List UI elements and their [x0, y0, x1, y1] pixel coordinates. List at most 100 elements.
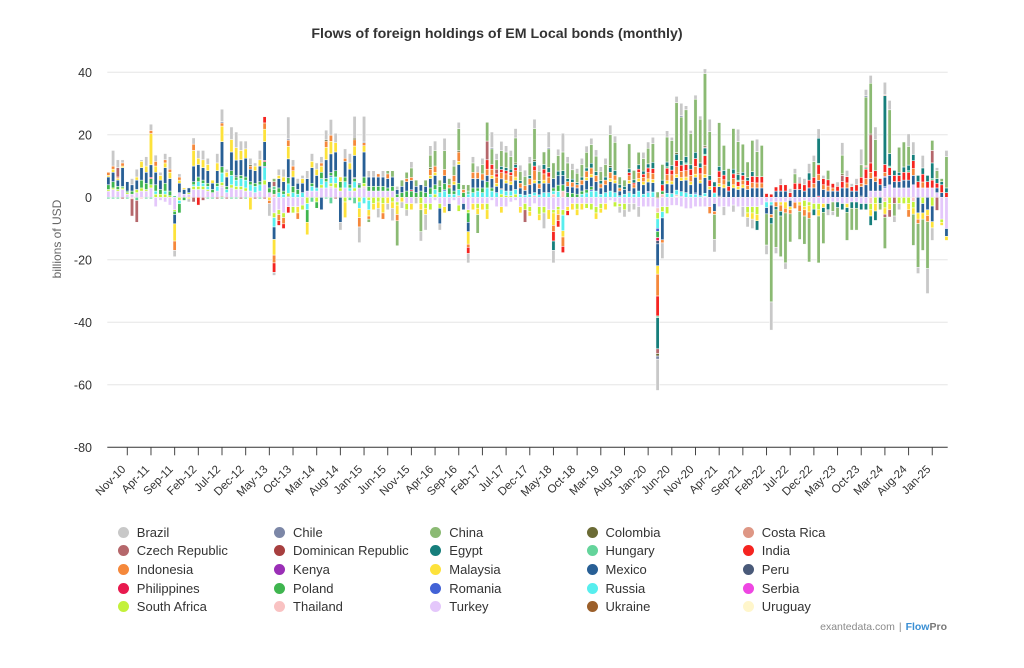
- bar-segment-malaysia: [433, 172, 437, 176]
- bar-segment-india: [485, 159, 490, 170]
- bar-segment-china: [537, 171, 542, 181]
- bar-segment-poland: [257, 181, 262, 186]
- bar-segment-mexico: [163, 167, 168, 184]
- bar-segment-south-africa: [201, 186, 205, 190]
- bar-segment-russia: [556, 191, 561, 198]
- bar-stack: [347, 153, 352, 201]
- legend-item-india[interactable]: India: [742, 542, 790, 560]
- bar-segment-turkey: [480, 197, 485, 204]
- bar-segment-malaysia: [788, 206, 793, 211]
- bar-segment-india: [873, 170, 878, 178]
- bar-segment-brazil: [887, 100, 892, 111]
- bar-segment-china: [707, 131, 712, 176]
- legend-item-brazil[interactable]: Brazil: [117, 523, 169, 541]
- bar-segment-south-africa: [343, 197, 348, 203]
- legend-item-czech-republic[interactable]: Czech Republic: [117, 542, 228, 560]
- legend-item-ukraine[interactable]: Ukraine: [586, 598, 650, 616]
- bar-segment-china: [414, 179, 419, 187]
- bar-segment-turkey: [935, 192, 939, 198]
- bar-stack: [239, 140, 243, 200]
- bar-stack: [153, 154, 158, 207]
- bar-segment-malaysia: [868, 209, 873, 217]
- legend-item-mexico[interactable]: Mexico: [586, 561, 647, 579]
- bar-segment-egypt: [854, 201, 859, 209]
- legend-item-russia[interactable]: Russia: [586, 579, 645, 597]
- legend-item-thailand[interactable]: Thailand: [274, 598, 343, 616]
- bar-segment-malaysia: [191, 150, 196, 167]
- legend-item-kenya[interactable]: Kenya: [274, 561, 330, 579]
- legend-item-serbia[interactable]: Serbia: [742, 579, 799, 597]
- bar-segment-mexico: [920, 203, 925, 214]
- bar-segment-mexico: [551, 178, 556, 189]
- bar-segment-egypt: [911, 154, 916, 161]
- bar-segment-india: [669, 169, 674, 176]
- bar-segment-brazil: [617, 206, 622, 214]
- bar-segment-malaysia: [641, 181, 646, 186]
- x-tick-label: Nov-10: [94, 464, 129, 499]
- bar-segment-china: [518, 171, 523, 181]
- legend-item-turkey[interactable]: Turkey: [430, 598, 489, 616]
- legend-item-peru[interactable]: Peru: [742, 561, 789, 579]
- bar-stack: [764, 193, 769, 255]
- bar-segment-russia: [281, 193, 286, 198]
- bar-segment-brazil: [480, 157, 485, 165]
- bar-segment-mexico: [352, 155, 357, 178]
- bar-segment-indonesia: [281, 217, 286, 225]
- bar-stack: [532, 118, 537, 204]
- bar-segment-russia: [447, 193, 452, 198]
- bar-segment-russia: [712, 192, 717, 198]
- bar-segment-turkey: [617, 197, 622, 204]
- legend-item-costa-rica[interactable]: Costa Rica: [742, 523, 825, 541]
- bar-segment-mexico: [172, 214, 177, 225]
- legend-item-china[interactable]: China: [430, 523, 483, 541]
- bar-segment-malaysia: [722, 184, 726, 189]
- legend-item-chile[interactable]: Chile: [274, 523, 323, 541]
- bar-segment-turkey: [182, 193, 187, 198]
- bar-segment-brazil: [371, 170, 376, 178]
- legend-item-hungary[interactable]: Hungary: [586, 542, 655, 560]
- legend-item-dominican-republic[interactable]: Dominican Republic: [274, 542, 409, 560]
- bar-segment-czech-republic: [655, 348, 660, 354]
- legend-item-malaysia[interactable]: Malaysia: [430, 561, 501, 579]
- bar-segment-malaysia: [248, 197, 253, 211]
- bar-segment-russia: [324, 181, 329, 189]
- bar-segment-malaysia: [783, 201, 788, 209]
- legend-item-colombia[interactable]: Colombia: [586, 523, 660, 541]
- bar-segment-china: [452, 165, 456, 176]
- legend-item-uruguay[interactable]: Uruguay: [742, 598, 811, 616]
- bar-segment-south-africa: [811, 203, 816, 210]
- legend-item-indonesia[interactable]: Indonesia: [117, 561, 193, 579]
- bar-segment-indonesia: [376, 173, 381, 178]
- bar-stack: [802, 178, 807, 245]
- bar-segment-malaysia: [504, 179, 509, 184]
- legend-item-poland[interactable]: Poland: [274, 579, 334, 597]
- bar-segment-turkey: [437, 197, 442, 204]
- bar-segment-mexico: [333, 151, 338, 171]
- bar-segment-turkey: [688, 197, 693, 209]
- bar-segment-turkey: [485, 197, 490, 204]
- legend-item-south-africa[interactable]: South Africa: [117, 598, 207, 616]
- bar-segment-russia: [641, 193, 646, 198]
- bar-segment-poland: [220, 166, 224, 174]
- bar-segment-indonesia: [523, 185, 527, 191]
- bar-segment-turkey: [499, 197, 504, 207]
- bar-segment-turkey: [740, 197, 745, 207]
- bar-segment-russia: [272, 217, 276, 228]
- legend-label: Czech Republic: [136, 543, 228, 559]
- bar-segment-mexico: [239, 159, 243, 176]
- bar-segment-south-africa: [139, 187, 144, 192]
- bar-segment-south-africa: [523, 203, 527, 211]
- bar-stack: [376, 173, 381, 218]
- bar-stack: [845, 170, 849, 241]
- bar-segment-china: [404, 172, 409, 179]
- legend-item-egypt[interactable]: Egypt: [430, 542, 483, 560]
- bar-segment-egypt: [722, 170, 726, 176]
- bar-stack: [404, 172, 409, 217]
- legend-item-philippines[interactable]: Philippines: [117, 579, 200, 597]
- bar-segment-brazil: [186, 198, 191, 203]
- bar-segment-india: [925, 181, 930, 189]
- legend-item-romania[interactable]: Romania: [430, 579, 501, 597]
- bar-segment-brazil: [172, 250, 177, 257]
- bar-segment-brazil: [750, 218, 755, 229]
- bar-segment-poland: [376, 186, 381, 192]
